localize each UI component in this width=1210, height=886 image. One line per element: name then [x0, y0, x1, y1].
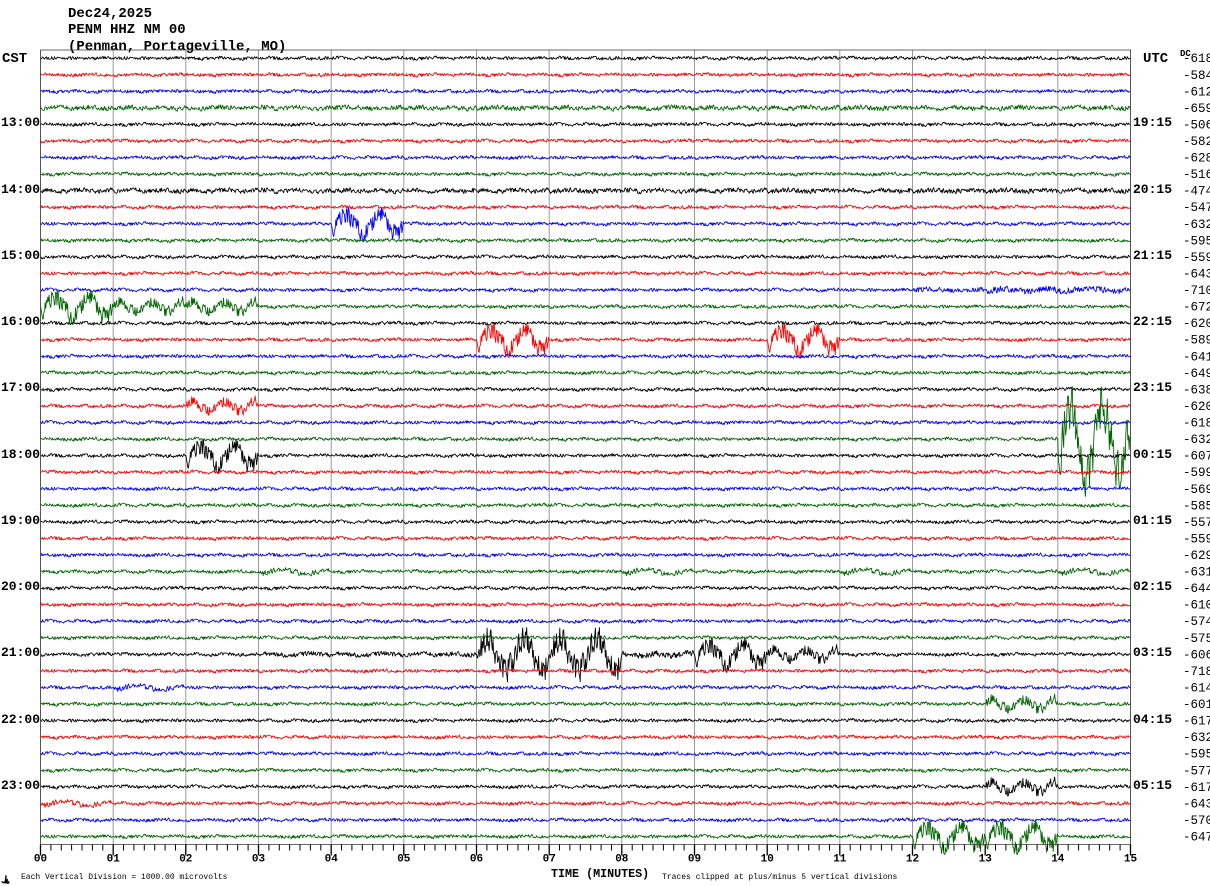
svg-text:00: 00: [34, 854, 47, 866]
svg-text:-632: -632: [1183, 218, 1210, 232]
svg-text:-506: -506: [1183, 118, 1210, 132]
svg-text:-641: -641: [1183, 350, 1210, 364]
svg-text:-629: -629: [1183, 549, 1210, 563]
svg-text:-474: -474: [1183, 185, 1210, 199]
svg-text:-570: -570: [1183, 814, 1210, 828]
svg-text:05: 05: [397, 854, 411, 866]
svg-text:-601: -601: [1183, 698, 1210, 712]
svg-text:-618: -618: [1183, 52, 1210, 66]
svg-text:-643: -643: [1183, 797, 1210, 811]
svg-text:08: 08: [615, 854, 629, 866]
svg-text:01: 01: [107, 854, 121, 866]
svg-text:-631: -631: [1183, 566, 1210, 580]
svg-text:-672: -672: [1183, 301, 1210, 315]
svg-text:-575: -575: [1183, 632, 1210, 646]
svg-text:-559: -559: [1183, 251, 1210, 265]
svg-text:-628: -628: [1183, 152, 1210, 166]
svg-text:14: 14: [1051, 854, 1065, 866]
svg-text:07: 07: [543, 854, 556, 866]
svg-text:-584: -584: [1183, 69, 1210, 83]
svg-text:-607: -607: [1183, 450, 1210, 464]
svg-text:-516: -516: [1183, 168, 1210, 182]
svg-text:-632: -632: [1183, 433, 1210, 447]
svg-text:-649: -649: [1183, 367, 1210, 381]
svg-text:13: 13: [979, 854, 993, 866]
svg-text:-599: -599: [1183, 466, 1210, 480]
svg-text:09: 09: [688, 854, 701, 866]
svg-text:-577: -577: [1183, 764, 1210, 778]
svg-text:-559: -559: [1183, 532, 1210, 546]
svg-text:-620: -620: [1183, 400, 1210, 414]
svg-text:-557: -557: [1183, 516, 1210, 530]
svg-text:10: 10: [761, 854, 774, 866]
svg-text:-614: -614: [1183, 682, 1210, 696]
svg-text:-710: -710: [1183, 284, 1210, 298]
svg-text:-617: -617: [1183, 781, 1210, 795]
svg-text:-620: -620: [1183, 317, 1210, 331]
svg-text:02: 02: [179, 854, 192, 866]
svg-text:03: 03: [252, 854, 266, 866]
svg-text:-718: -718: [1183, 665, 1210, 679]
svg-text:-647: -647: [1183, 831, 1210, 845]
svg-text:-547: -547: [1183, 201, 1210, 215]
svg-text:-659: -659: [1183, 102, 1210, 116]
svg-text:-632: -632: [1183, 731, 1210, 745]
svg-text:-582: -582: [1183, 135, 1210, 149]
svg-text:-595: -595: [1183, 748, 1210, 762]
svg-text:-585: -585: [1183, 499, 1210, 513]
svg-text:-574: -574: [1183, 615, 1210, 629]
svg-text:-595: -595: [1183, 234, 1210, 248]
svg-text:-569: -569: [1183, 483, 1210, 497]
svg-text:-644: -644: [1183, 582, 1210, 596]
svg-text:-618: -618: [1183, 417, 1210, 431]
svg-text:-610: -610: [1183, 599, 1210, 613]
svg-text:-606: -606: [1183, 648, 1210, 662]
svg-text:-612: -612: [1183, 85, 1210, 99]
svg-text:12: 12: [906, 854, 919, 866]
svg-text:-589: -589: [1183, 334, 1210, 348]
svg-text:-643: -643: [1183, 268, 1210, 282]
svg-text:11: 11: [833, 854, 847, 866]
svg-text:06: 06: [470, 854, 483, 866]
svg-text:-617: -617: [1183, 715, 1210, 729]
svg-text:15: 15: [1124, 854, 1138, 866]
svg-text:-638: -638: [1183, 383, 1210, 397]
svg-text:04: 04: [325, 854, 339, 866]
